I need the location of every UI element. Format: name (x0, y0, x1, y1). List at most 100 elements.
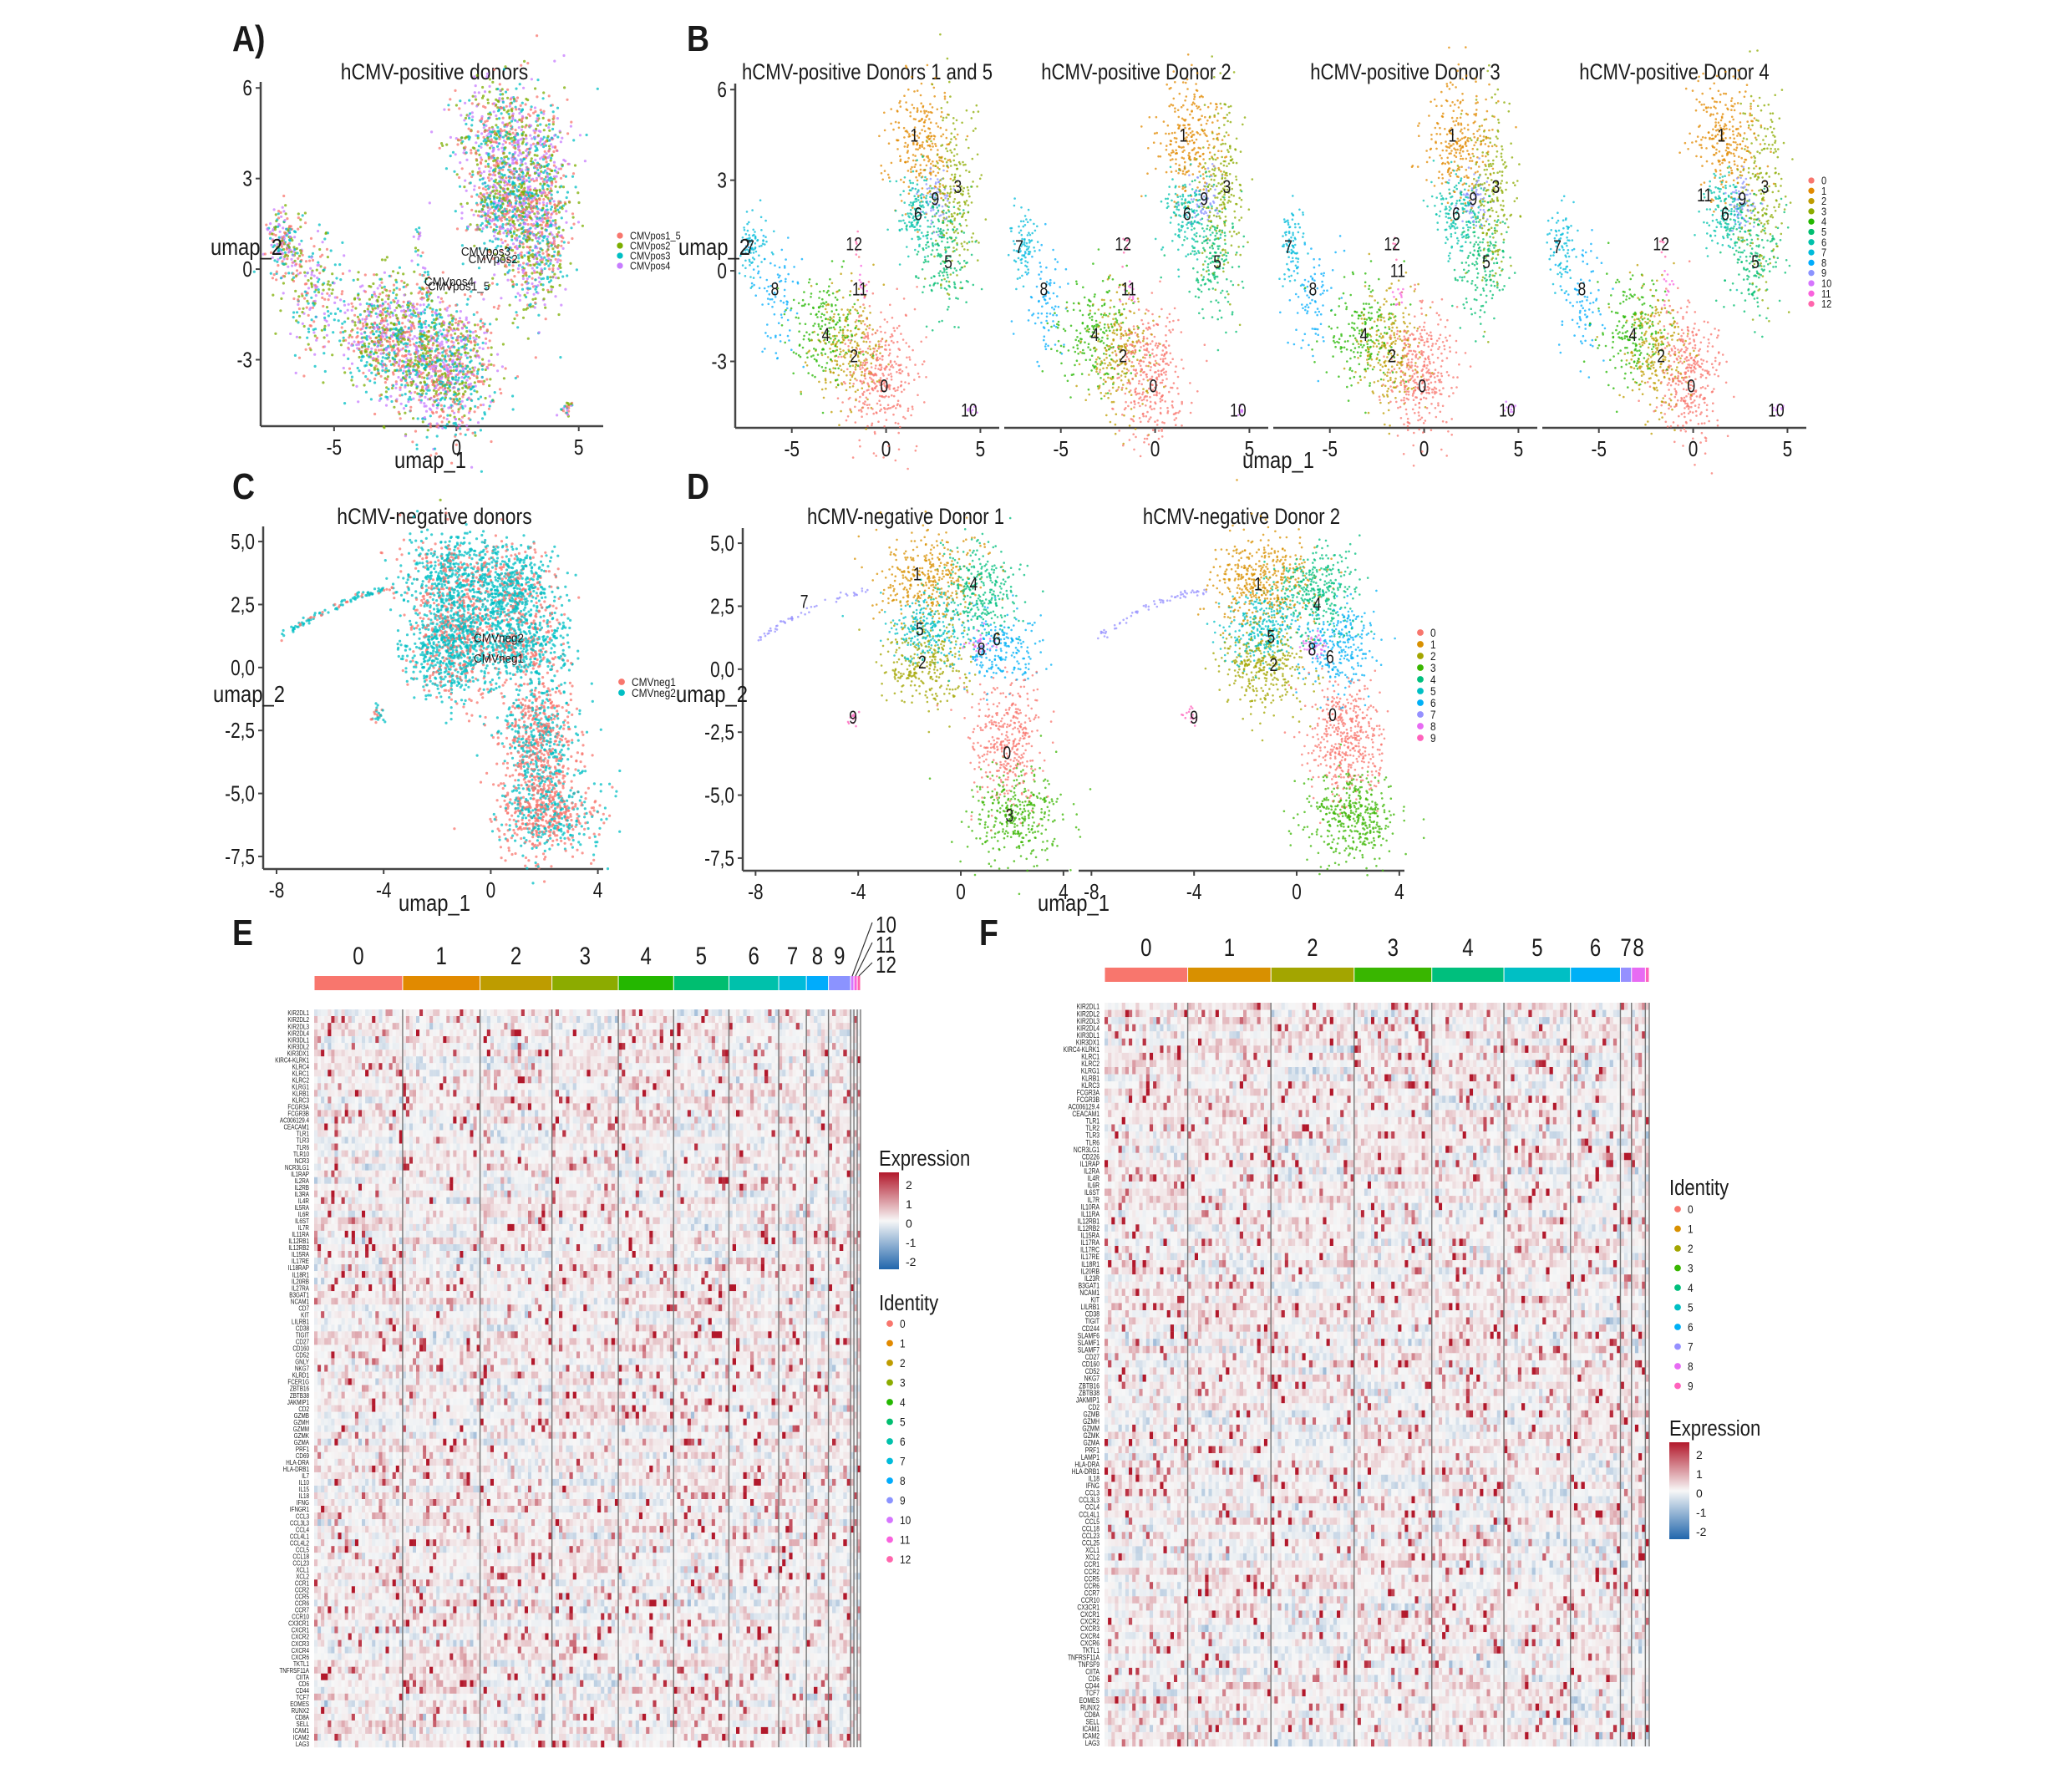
data-point (294, 260, 297, 262)
data-point (364, 321, 367, 323)
data-point (453, 412, 455, 414)
data-point (474, 95, 476, 98)
data-point (546, 152, 548, 155)
data-point (425, 293, 428, 296)
data-point (572, 139, 575, 141)
data-point (912, 154, 915, 156)
data-point (490, 166, 492, 169)
data-point (311, 283, 313, 286)
data-point (491, 130, 494, 133)
data-point (764, 243, 766, 246)
data-point (343, 337, 345, 339)
data-point (361, 356, 363, 358)
data-point (436, 435, 439, 437)
data-point (799, 323, 801, 325)
data-point (536, 200, 538, 202)
data-point (461, 327, 464, 329)
data-point (323, 313, 326, 315)
data-point (299, 226, 302, 228)
data-point (392, 270, 394, 272)
data-point (462, 370, 465, 373)
data-point (408, 350, 410, 353)
data-point (449, 305, 451, 308)
data-point (513, 146, 515, 149)
data-point (414, 430, 417, 433)
data-point (952, 201, 955, 203)
data-point (953, 206, 956, 209)
data-point (457, 335, 460, 338)
data-point (511, 221, 514, 223)
data-point (536, 271, 538, 273)
data-point (491, 81, 494, 84)
data-point (465, 229, 468, 231)
data-point (310, 297, 312, 299)
data-point (341, 290, 343, 292)
data-point (305, 260, 307, 262)
data-point (307, 272, 309, 274)
data-point (877, 348, 880, 350)
data-point (422, 352, 424, 354)
data-point (453, 398, 455, 400)
data-point (429, 409, 432, 411)
legend-donor-label: CMVpos4 (630, 260, 671, 272)
data-point (348, 368, 351, 370)
data-point (399, 417, 402, 419)
data-point (507, 233, 510, 236)
data-point (792, 281, 795, 283)
data-point (543, 155, 546, 158)
data-point (318, 223, 321, 226)
data-point (890, 336, 892, 338)
data-point (412, 314, 414, 317)
data-point (293, 236, 296, 238)
data-point (298, 243, 301, 246)
data-point (400, 333, 403, 335)
data-point (513, 318, 515, 320)
data-point (541, 252, 544, 255)
data-point (756, 240, 759, 242)
data-point (551, 247, 554, 250)
data-point (378, 334, 380, 337)
legend-donor-key (617, 262, 622, 268)
data-point (408, 367, 410, 369)
data-point (418, 399, 420, 401)
data-point (496, 157, 499, 160)
data-point (859, 445, 861, 448)
data-point (840, 272, 842, 275)
data-point (365, 318, 368, 320)
data-point (402, 314, 404, 317)
data-point (470, 348, 472, 351)
data-point (432, 404, 434, 407)
data-point (499, 89, 501, 92)
donor-annotation: CMVpos1_5 (428, 280, 490, 294)
data-point (359, 341, 362, 343)
data-point (322, 346, 324, 348)
data-point (555, 166, 557, 169)
data-point (280, 216, 282, 218)
data-point (331, 272, 333, 275)
data-point (930, 238, 932, 241)
data-point (549, 202, 551, 205)
data-point (522, 317, 525, 319)
data-point (273, 273, 276, 276)
data-point (394, 297, 397, 299)
data-point (536, 247, 538, 249)
data-point (475, 334, 478, 337)
data-point (505, 197, 507, 200)
data-point (476, 311, 479, 313)
data-point (476, 228, 479, 231)
data-point (418, 370, 420, 373)
data-point (447, 374, 449, 377)
data-point (437, 370, 439, 373)
data-point (897, 423, 900, 425)
data-point (832, 292, 835, 295)
data-point (515, 216, 517, 219)
data-point (387, 328, 389, 331)
data-point (434, 350, 436, 353)
data-point (286, 257, 288, 260)
data-point (393, 284, 395, 287)
data-point (506, 187, 509, 190)
data-point (485, 188, 487, 191)
data-point (483, 136, 485, 139)
data-point (505, 91, 507, 94)
data-point (485, 342, 487, 344)
